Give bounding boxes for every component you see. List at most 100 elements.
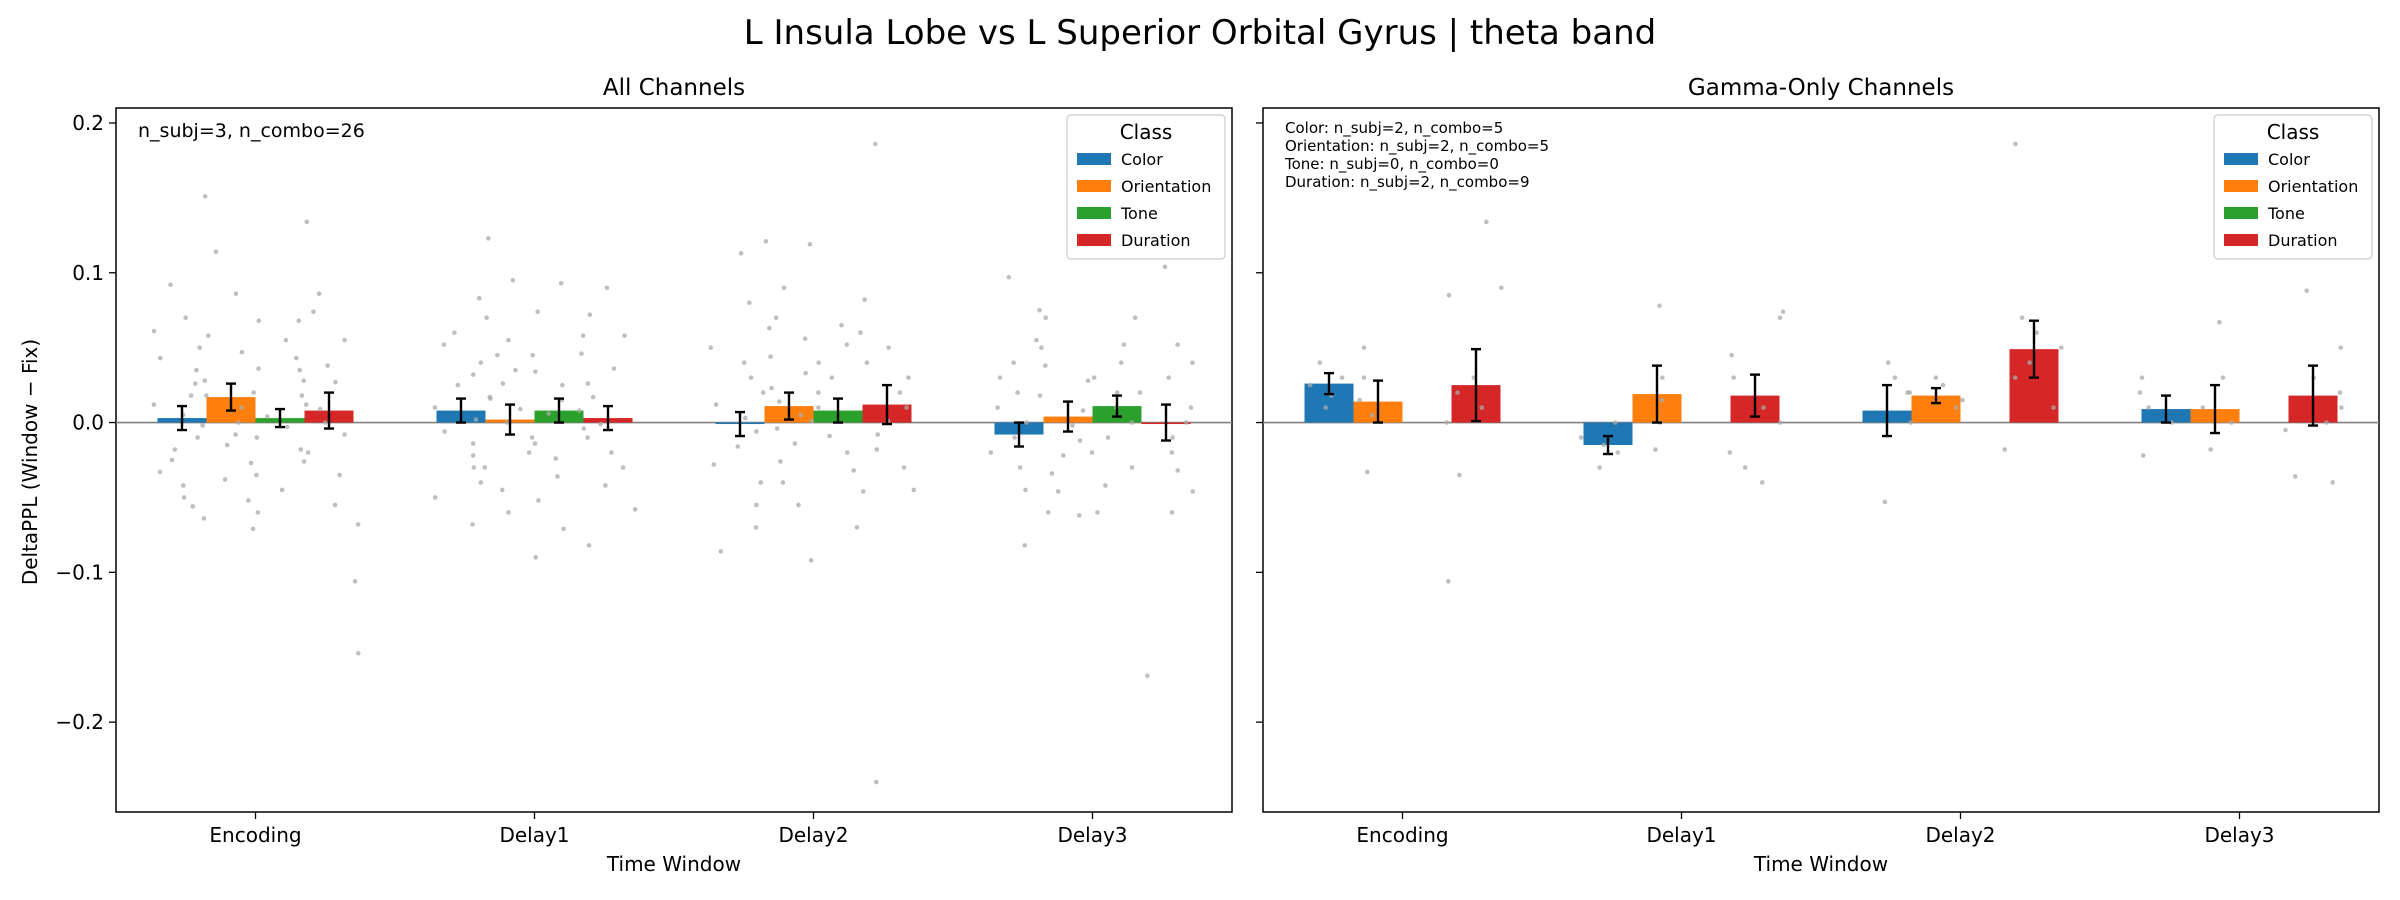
data-point <box>858 330 863 335</box>
data-point <box>796 502 801 508</box>
data-point <box>188 393 194 398</box>
data-point <box>222 477 228 482</box>
data-point <box>742 415 748 421</box>
data-point <box>1777 315 1783 321</box>
legend-swatch <box>1077 207 1111 219</box>
data-point <box>233 291 239 297</box>
panel-title: Gamma-Only Channels <box>1688 75 1954 101</box>
data-point <box>255 510 261 515</box>
y-tick-label: −0.2 <box>55 710 104 734</box>
data-point <box>873 779 879 785</box>
data-point <box>1037 393 1043 398</box>
data-point <box>851 468 857 473</box>
data-point <box>317 406 323 412</box>
data-point <box>2304 288 2310 294</box>
data-point <box>897 390 903 395</box>
data-point <box>518 406 523 412</box>
data-point <box>735 444 741 449</box>
data-point <box>2338 345 2344 350</box>
data-point <box>2002 447 2007 452</box>
data-point <box>470 522 475 527</box>
data-point <box>586 543 592 548</box>
data-point <box>506 337 511 343</box>
data-point <box>499 487 505 493</box>
data-point <box>495 352 500 358</box>
data-point <box>1070 423 1075 428</box>
x-tick-label: Encoding <box>1356 823 1448 847</box>
data-point <box>473 417 479 422</box>
data-point <box>632 507 638 512</box>
data-point <box>1759 480 1765 485</box>
data-point <box>1170 435 1175 440</box>
data-point <box>296 318 302 323</box>
data-point <box>901 465 907 470</box>
data-point <box>802 336 808 341</box>
data-point <box>560 382 565 388</box>
data-point <box>1145 673 1150 678</box>
data-point <box>316 291 322 297</box>
data-point <box>829 375 835 380</box>
data-point <box>1006 274 1012 280</box>
data-point <box>487 394 493 400</box>
data-point <box>452 330 457 335</box>
data-point <box>284 424 290 430</box>
data-point <box>774 426 780 431</box>
data-point <box>1080 408 1086 413</box>
data-point <box>183 315 188 321</box>
data-point <box>1039 345 1044 350</box>
data-point <box>609 450 614 455</box>
data-point <box>303 402 309 407</box>
annotation-text: Color: n_subj=2, n_combo=5 <box>1285 119 1503 138</box>
data-point <box>536 498 541 503</box>
data-point <box>1137 390 1143 395</box>
data-point <box>2034 330 2040 335</box>
legend-label: Duration <box>2268 231 2338 250</box>
data-point <box>911 487 917 493</box>
data-point <box>576 408 582 413</box>
data-point <box>767 325 772 331</box>
legend-swatch <box>2224 180 2258 192</box>
data-point <box>204 393 209 398</box>
data-point <box>747 300 752 306</box>
data-point <box>355 650 361 656</box>
data-point <box>1357 397 1362 403</box>
data-point <box>337 472 342 478</box>
x-tick-label: Delay1 <box>1646 823 1716 847</box>
data-point <box>470 441 476 446</box>
data-point <box>585 381 591 386</box>
data-point <box>1615 450 1621 455</box>
data-point <box>168 282 173 288</box>
data-point <box>546 411 551 416</box>
data-point <box>2059 345 2064 350</box>
data-point <box>2229 420 2234 425</box>
data-point <box>254 472 259 478</box>
data-point <box>1892 375 1898 380</box>
data-point <box>1361 345 1367 350</box>
data-point <box>988 450 994 455</box>
data-point <box>1162 264 1168 270</box>
data-point <box>526 450 532 455</box>
data-point <box>432 405 438 410</box>
annotation-text: n_subj=3, n_combo=26 <box>138 120 365 142</box>
data-point <box>256 318 262 323</box>
data-point <box>299 393 305 398</box>
data-point <box>236 420 241 425</box>
data-point <box>1933 375 1939 380</box>
data-point <box>246 498 251 503</box>
data-point <box>754 502 759 508</box>
data-point <box>741 360 747 365</box>
legend-label: Color <box>1121 150 1163 169</box>
data-point <box>254 435 260 440</box>
data-point <box>442 429 447 434</box>
data-point <box>301 459 307 464</box>
data-point <box>854 525 860 530</box>
data-point <box>233 432 238 437</box>
data-point <box>2324 420 2329 425</box>
data-point <box>478 360 484 365</box>
data-point <box>1323 405 1328 410</box>
data-point <box>213 249 219 255</box>
data-point <box>1183 420 1189 425</box>
data-point <box>1940 382 1946 388</box>
data-point <box>738 250 744 256</box>
data-point <box>753 525 759 530</box>
